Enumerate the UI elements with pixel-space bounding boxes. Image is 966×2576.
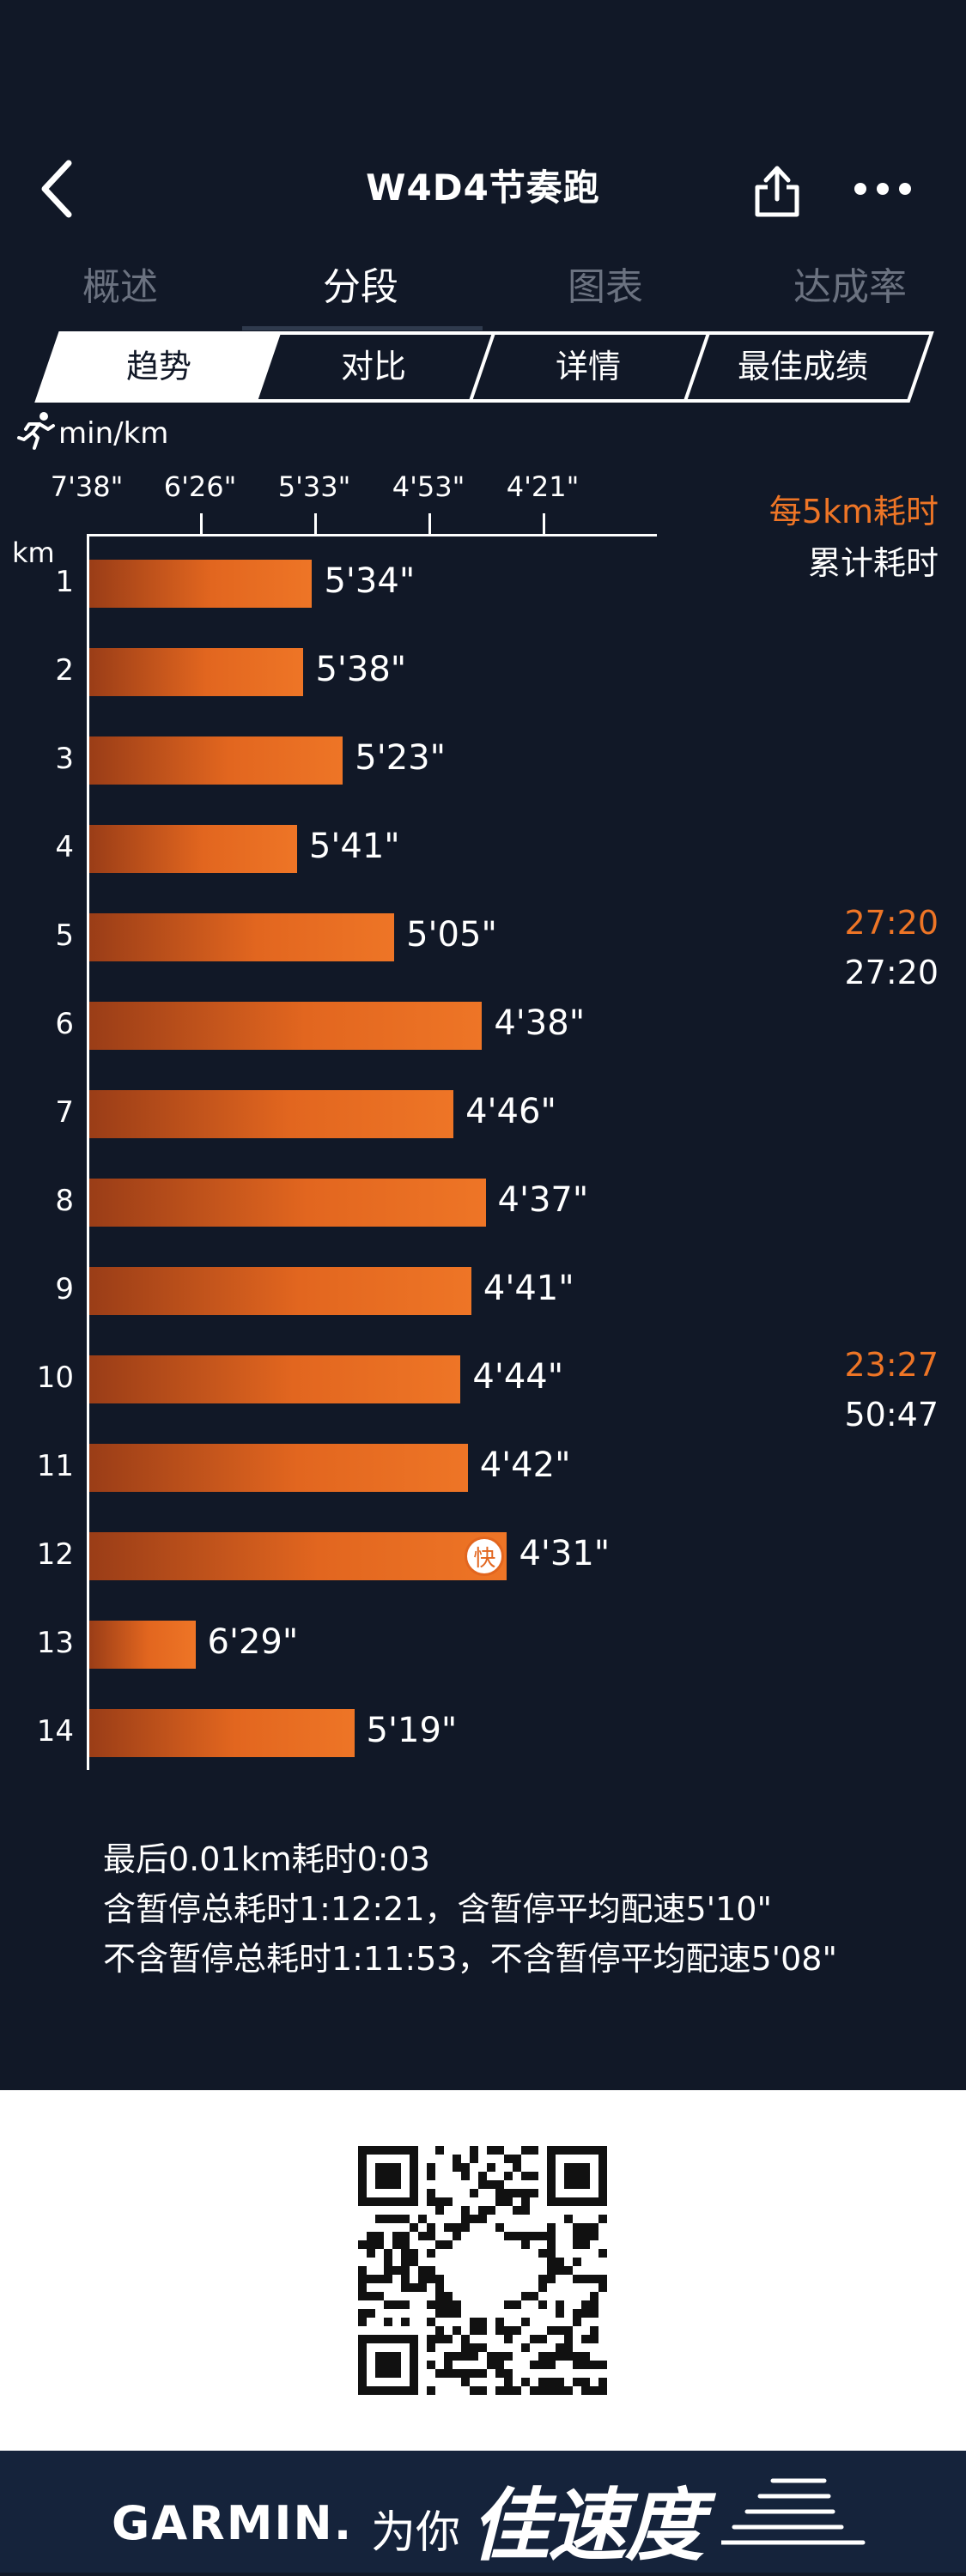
segment-active-bg bbox=[37, 333, 279, 401]
pace-bar[interactable] bbox=[89, 1090, 454, 1138]
summary-total-without-pause: 不含暂停总耗时1:11:53，不含暂停平均配速5'08" bbox=[103, 1940, 837, 1978]
brand-text: 为你 bbox=[371, 2507, 461, 2559]
km-row-label: 4 bbox=[55, 830, 74, 864]
cumulative-time-10km: 50:47 bbox=[844, 1396, 939, 1433]
split-time-5km: 27:20 bbox=[844, 904, 939, 942]
chevron-left-icon bbox=[41, 160, 72, 218]
pace-bar[interactable] bbox=[89, 560, 313, 608]
pace-value-label: 4'38" bbox=[494, 1003, 586, 1043]
pace-bar[interactable] bbox=[89, 825, 297, 873]
pace-bar[interactable] bbox=[89, 1179, 486, 1227]
segment-trend[interactable]: 趋势 bbox=[125, 348, 191, 385]
pace-value-label: 5'05" bbox=[406, 915, 497, 955]
pace-bar[interactable] bbox=[89, 648, 304, 696]
pace-value-label: 4'42" bbox=[479, 1446, 571, 1485]
tab-charts[interactable]: 图表 bbox=[568, 265, 643, 309]
fastest-badge: 快 bbox=[465, 1537, 505, 1576]
km-row-label: 9 bbox=[55, 1272, 74, 1306]
back-button[interactable] bbox=[26, 155, 94, 223]
more-icon bbox=[854, 183, 911, 195]
segment-detail[interactable]: 详情 bbox=[555, 348, 621, 385]
pace-value-label: 4'31" bbox=[519, 1534, 611, 1573]
summary-total-with-pause: 含暂停总耗时1:12:21，含暂停平均配速5'10" bbox=[103, 1890, 772, 1928]
tab-achievement[interactable]: 达成率 bbox=[793, 265, 907, 309]
km-row-label: 6 bbox=[55, 1007, 74, 1041]
pace-value-label: 5'19" bbox=[366, 1711, 458, 1750]
qr-code-icon bbox=[358, 2146, 607, 2395]
pace-value-label: 5'34" bbox=[324, 561, 416, 601]
pace-bar[interactable] bbox=[89, 1532, 507, 1580]
page-title: W4D4节奏跑 bbox=[366, 167, 600, 209]
km-row-label: 13 bbox=[36, 1626, 74, 1660]
x-tick-mark bbox=[314, 513, 317, 536]
pace-value-label: 4'37" bbox=[497, 1180, 589, 1220]
pace-value-label: 4'44" bbox=[472, 1357, 564, 1397]
runner-icon bbox=[17, 412, 55, 450]
km-row-label: 5 bbox=[55, 918, 74, 953]
km-row-label: 2 bbox=[55, 653, 74, 688]
y-axis-label: km bbox=[12, 536, 55, 569]
y-axis bbox=[87, 534, 89, 1770]
speed-lines-icon bbox=[721, 2478, 866, 2545]
pace-value-label: 4'46" bbox=[465, 1092, 556, 1131]
tab-splits[interactable]: 分段 bbox=[323, 265, 398, 309]
split-time-10km: 23:27 bbox=[844, 1346, 939, 1384]
pace-value-label: 6'29" bbox=[207, 1622, 299, 1662]
x-tick-label: 5'33" bbox=[277, 470, 351, 503]
km-row-label: 12 bbox=[36, 1537, 74, 1572]
x-tick-label: 7'38" bbox=[50, 470, 124, 503]
share-icon bbox=[755, 166, 799, 217]
km-row-label: 8 bbox=[55, 1184, 74, 1218]
km-row-label: 11 bbox=[36, 1449, 74, 1483]
km-row-label: 10 bbox=[36, 1361, 74, 1395]
legend-split-time: 每5km耗时 bbox=[769, 493, 939, 530]
pace-bar[interactable] bbox=[89, 1444, 468, 1492]
segmented-control bbox=[34, 331, 934, 403]
brand-slogan: 佳速度 bbox=[471, 2480, 704, 2572]
km-row-label: 1 bbox=[55, 565, 74, 599]
more-button[interactable] bbox=[846, 163, 923, 215]
pace-value-label: 5'38" bbox=[315, 650, 407, 689]
km-row-label: 3 bbox=[55, 742, 74, 776]
pace-bar[interactable] bbox=[89, 1267, 471, 1315]
active-tab-indicator bbox=[242, 326, 483, 330]
pace-bar[interactable] bbox=[89, 1621, 196, 1669]
x-tick-label: 4'21" bbox=[506, 470, 580, 503]
km-row-label: 7 bbox=[55, 1095, 74, 1130]
km-row-label: 14 bbox=[36, 1714, 74, 1749]
x-tick-mark bbox=[543, 513, 545, 536]
pace-bar[interactable] bbox=[89, 1709, 355, 1757]
pace-value-label: 4'41" bbox=[483, 1269, 574, 1308]
cumulative-time-5km: 27:20 bbox=[844, 954, 939, 991]
legend-cumulative-time: 累计耗时 bbox=[807, 544, 939, 582]
pace-bar[interactable] bbox=[89, 1002, 483, 1050]
x-tick-mark bbox=[428, 513, 431, 536]
x-axis bbox=[87, 534, 657, 536]
pace-bar[interactable] bbox=[89, 1355, 461, 1403]
summary-last-segment: 最后0.01km耗时0:03 bbox=[103, 1840, 430, 1878]
pace-bar[interactable] bbox=[89, 913, 395, 961]
tab-overview[interactable]: 概述 bbox=[82, 265, 158, 309]
x-tick-label: 6'26" bbox=[163, 470, 237, 503]
unit-label: min/km bbox=[58, 416, 169, 451]
share-button[interactable] bbox=[747, 155, 807, 223]
pace-value-label: 5'23" bbox=[355, 738, 446, 778]
x-tick-label: 4'53" bbox=[392, 470, 465, 503]
segment-best[interactable]: 最佳成绩 bbox=[737, 348, 868, 385]
x-tick-mark bbox=[200, 513, 203, 536]
garmin-logo: GARMIN. bbox=[112, 2496, 354, 2550]
pace-value-label: 5'41" bbox=[308, 827, 400, 866]
segment-compare[interactable]: 对比 bbox=[340, 348, 406, 385]
pace-bar[interactable] bbox=[89, 736, 343, 785]
